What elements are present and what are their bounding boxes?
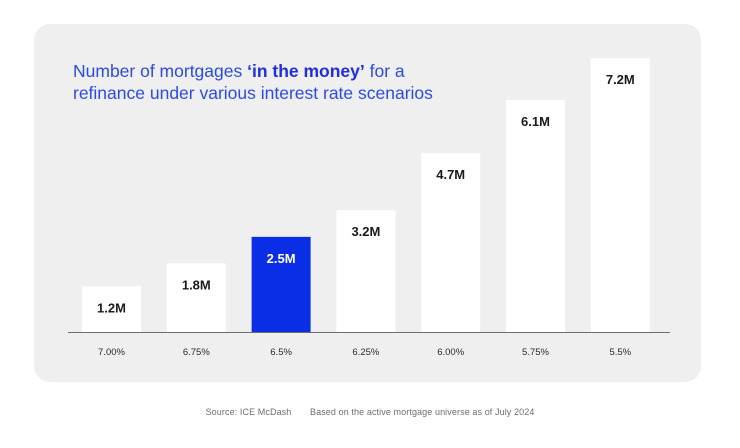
data-label-7.00%: 1.2M	[97, 300, 126, 315]
title-part2: for a refinance under various interest r…	[73, 61, 433, 103]
data-label-6.5%: 2.5M	[267, 251, 296, 266]
bar-6.5%	[251, 236, 311, 332]
data-label-6.75%: 1.8M	[182, 278, 211, 293]
title-part1: Number of mortgages	[73, 61, 248, 81]
bar-7.00%	[82, 286, 141, 332]
tick-label-5.5%: 5.5%	[609, 347, 631, 358]
data-label-5.75%: 6.1M	[521, 114, 550, 129]
tick-label-6.00%: 6.00%	[437, 347, 464, 358]
data-label-6.25%: 3.2M	[351, 224, 380, 239]
tick-label-5.75%: 5.75%	[522, 347, 549, 358]
data-label-6.00%: 4.7M	[436, 167, 465, 182]
tick-label-6.25%: 6.25%	[352, 347, 379, 358]
tick-label-6.5%: 6.5%	[270, 347, 292, 358]
tick-label-6.75%: 6.75%	[183, 347, 210, 358]
bar-6.25%	[336, 210, 396, 332]
data-label-5.5%: 7.2M	[606, 72, 635, 87]
bar-6.00%	[421, 153, 481, 332]
source-note: Source: ICE McDash	[205, 407, 292, 417]
title-emphasis: ‘in the money’	[247, 61, 365, 81]
bar-6.75%	[166, 263, 226, 332]
universe-note: Based on the active mortgage universe as…	[310, 407, 535, 417]
chart-title: Number of mortgages ‘in the money’ for a…	[73, 60, 433, 104]
bar-5.75%	[506, 99, 565, 332]
tick-label-7.00%: 7.00%	[98, 347, 125, 358]
bar-5.5%	[590, 58, 650, 332]
footer: Source: ICE McDash Based on the active m…	[0, 407, 740, 417]
